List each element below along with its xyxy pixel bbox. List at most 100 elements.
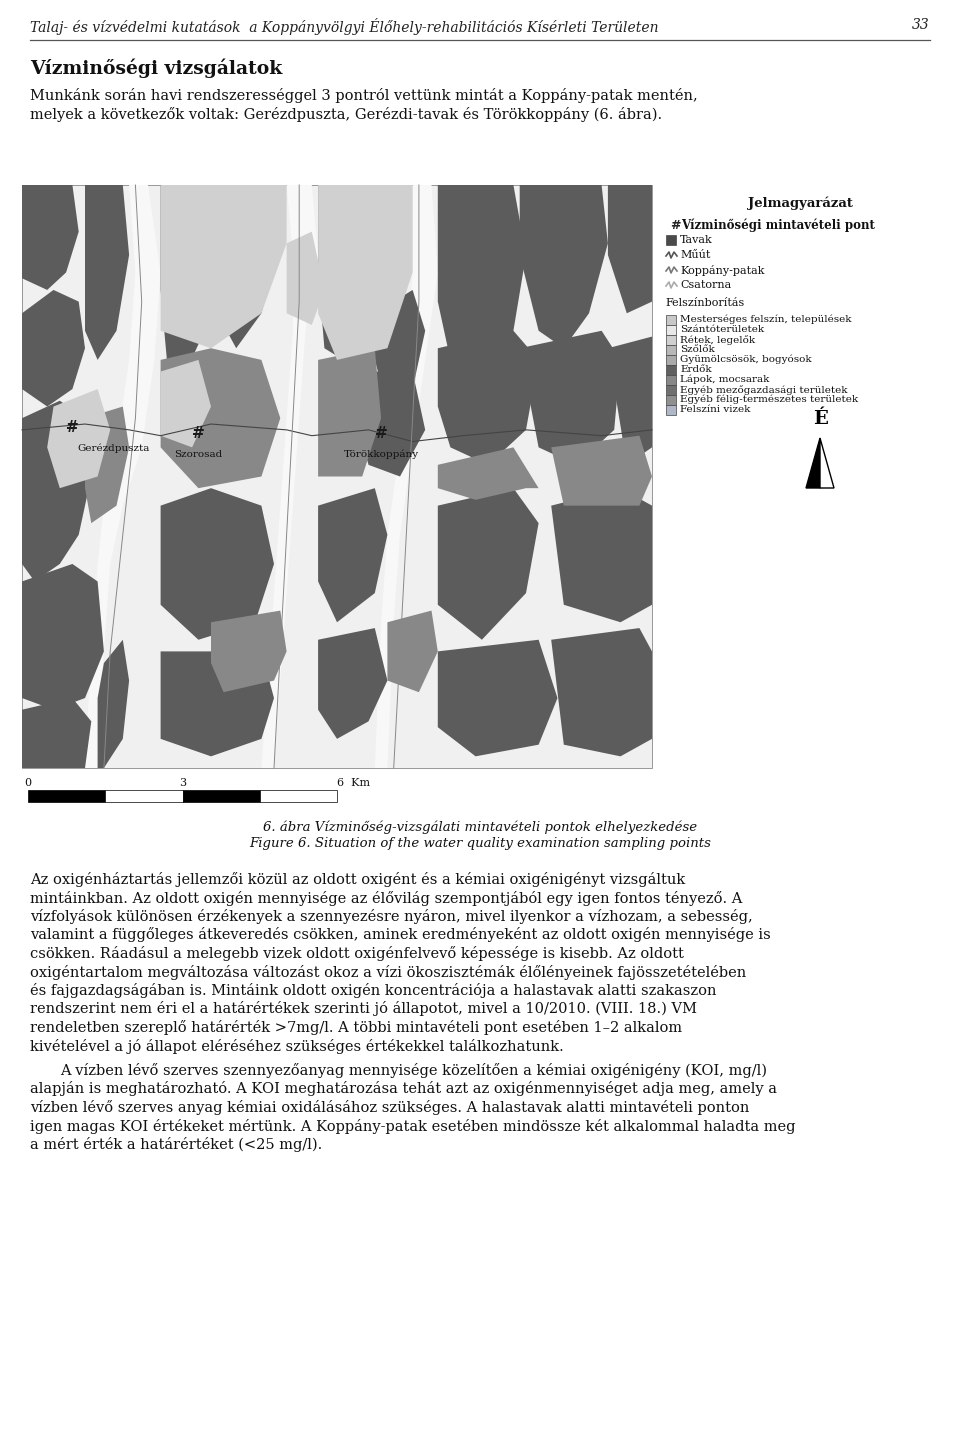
Text: Egyéb félig-természetes területek: Egyéb félig-természetes területek [680, 395, 858, 405]
Bar [182, 791, 260, 802]
Text: #: # [66, 420, 79, 435]
Text: kivételével a jó állapot eléréséhez szükséges értékekkel találkozhatunk.: kivételével a jó állapot eléréséhez szük… [30, 1038, 564, 1054]
Polygon shape [160, 360, 211, 448]
Polygon shape [438, 184, 526, 372]
Polygon shape [261, 184, 318, 768]
Text: Rétek, legelők: Rétek, legelők [680, 336, 756, 344]
Text: Műút: Műút [680, 251, 710, 261]
Text: É: É [812, 410, 828, 428]
Text: #: # [192, 426, 204, 441]
Polygon shape [318, 184, 381, 360]
Text: igen magas KOI értékeket mértünk. A Koppány-patak esetében mindössze két alkalom: igen magas KOI értékeket mértünk. A Kopp… [30, 1119, 796, 1133]
Polygon shape [608, 184, 652, 314]
Text: oxigéntartalom megváltozása változást okoz a vízi ökoszisztémák élőlényeinek faj: oxigéntartalom megváltozása változást ok… [30, 965, 746, 979]
Polygon shape [160, 651, 274, 756]
Text: Vízminőségi vizsgálatok: Vízminőségi vizsgálatok [30, 58, 282, 78]
Polygon shape [85, 184, 160, 768]
Text: mintáinkban. Az oldott oxigén mennyisége az élővilág szempontjából egy igen font: mintáinkban. Az oldott oxigén mennyisége… [30, 890, 742, 906]
Polygon shape [519, 331, 620, 465]
Polygon shape [211, 611, 287, 693]
Bar [666, 315, 676, 325]
Polygon shape [22, 184, 79, 289]
Polygon shape [438, 331, 539, 465]
Polygon shape [160, 184, 287, 348]
Text: vízfolyások különösen érzékenyek a szennyezésre nyáron, mivel ilyenkor a vízhoza: vízfolyások különösen érzékenyek a szenn… [30, 909, 753, 924]
Text: 0: 0 [25, 778, 32, 788]
Bar [666, 374, 676, 384]
Polygon shape [287, 232, 324, 325]
Polygon shape [374, 289, 425, 406]
Text: alapján is meghatározható. A KOI meghatározása tehát azt az oxigénmennyiséget ad: alapján is meghatározható. A KOI meghatá… [30, 1081, 777, 1096]
Text: 6. ábra Vízminőség-vizsgálati mintavételi pontok elhelyezkedése: 6. ábra Vízminőség-vizsgálati mintavétel… [263, 819, 697, 834]
Text: Felszíni vizek: Felszíni vizek [680, 405, 751, 415]
Bar [666, 325, 676, 336]
Polygon shape [318, 184, 413, 360]
Polygon shape [160, 184, 217, 372]
Bar [666, 364, 676, 374]
Text: valamint a függőleges átkeveredés csökken, aminek eredményeként az oldott oxigén: valamint a függőleges átkeveredés csökke… [30, 927, 771, 943]
Bar [666, 395, 676, 405]
Bar [666, 384, 676, 395]
Text: Gerézdpuszta: Gerézdpuszta [78, 444, 150, 454]
Text: Törökkoppány: Törökkoppány [344, 449, 419, 459]
Polygon shape [318, 488, 388, 622]
Text: #: # [374, 426, 388, 441]
Polygon shape [160, 488, 274, 639]
Text: Vízminőségi mintavételi pont: Vízminőségi mintavételi pont [681, 219, 875, 232]
Text: Az oxigénháztartás jellemzői közül az oldott oxigént és a kémiai oxigénigényt vi: Az oxigénháztartás jellemzői közül az ol… [30, 873, 685, 887]
Bar [666, 405, 676, 415]
Bar [666, 356, 676, 364]
Text: #: # [670, 219, 681, 232]
Text: Figure 6. Situation of the water quality examination sampling points: Figure 6. Situation of the water quality… [249, 837, 711, 850]
Text: melyek a következők voltak: Gerézdpuszta, Gerézdi-tavak és Törökkoppány (6. ábra: melyek a következők voltak: Gerézdpuszta… [30, 107, 662, 122]
Polygon shape [217, 184, 280, 348]
Text: Szőlők: Szőlők [680, 346, 715, 354]
Polygon shape [438, 488, 539, 639]
Text: Munkánk során havi rendszerességgel 3 pontról vettünk mintát a Koppány-patak men: Munkánk során havi rendszerességgel 3 po… [30, 88, 698, 104]
Bar [666, 235, 676, 245]
Bar [22, 184, 652, 768]
Text: Szántóterületek: Szántóterületek [680, 325, 764, 334]
Polygon shape [22, 698, 91, 768]
Polygon shape [47, 389, 110, 488]
Polygon shape [22, 400, 91, 582]
Polygon shape [608, 337, 652, 465]
Polygon shape [438, 639, 558, 756]
Text: csökken. Ráadásul a melegebb vizek oldott oxigénfelvevő képessége is kisebb. Az : csökken. Ráadásul a melegebb vizek oldot… [30, 946, 684, 960]
Text: és fajgazdagságában is. Mintáink oldott oxigén koncentrációja a halastavak alatt: és fajgazdagságában is. Mintáink oldott … [30, 984, 716, 998]
Polygon shape [438, 448, 539, 500]
Text: Lápok, mocsarak: Lápok, mocsarak [680, 374, 769, 384]
Polygon shape [318, 348, 381, 477]
Polygon shape [551, 436, 652, 505]
Polygon shape [374, 184, 438, 768]
Polygon shape [519, 184, 608, 348]
Bar [260, 791, 337, 802]
Text: Erdők: Erdők [680, 364, 711, 374]
Polygon shape [22, 289, 85, 406]
Polygon shape [806, 438, 820, 488]
Text: rendszerint nem éri el a határértékek szerinti jó állapotot, mivel a 10/2010. (V: rendszerint nem éri el a határértékek sz… [30, 1001, 697, 1017]
Text: Tavak: Tavak [680, 235, 712, 245]
Bar [666, 336, 676, 346]
Text: rendeletben szereplő határérték >7mg/l. A többi mintavételi pont esetében 1–2 al: rendeletben szereplő határérték >7mg/l. … [30, 1020, 683, 1035]
Polygon shape [551, 628, 652, 756]
Text: Jelmagyarázat: Jelmagyarázat [748, 196, 852, 209]
Bar [28, 791, 106, 802]
Text: vízben lévő szerves anyag kémiai oxidálásához szükséges. A halastavak alatti min: vízben lévő szerves anyag kémiai oxidálá… [30, 1100, 750, 1115]
Text: 3: 3 [180, 778, 186, 788]
Text: Koppány-patak: Koppány-patak [680, 265, 764, 276]
Polygon shape [22, 564, 104, 710]
Polygon shape [388, 611, 438, 693]
Polygon shape [551, 488, 652, 622]
Polygon shape [160, 348, 280, 488]
Text: Mesterséges felszín, települések: Mesterséges felszín, települések [680, 315, 852, 324]
Text: Szorosad: Szorosad [175, 449, 223, 458]
Bar [106, 791, 182, 802]
Bar [666, 346, 676, 356]
Text: Egyéb mezőgazdasági területek: Egyéb mezőgazdasági területek [680, 384, 848, 395]
Text: 33: 33 [912, 17, 930, 32]
Text: Felszínborítás: Felszínborítás [665, 298, 744, 308]
Text: Talaj- és vízvédelmi kutatások  a Koppányvölgyi Élőhely-rehabilitációs Kísérleti: Talaj- és vízvédelmi kutatások a Koppány… [30, 17, 659, 35]
Text: Csatorna: Csatorna [680, 279, 732, 289]
Text: Gyümölcsösök, bogyósok: Gyümölcsösök, bogyósok [680, 356, 811, 364]
